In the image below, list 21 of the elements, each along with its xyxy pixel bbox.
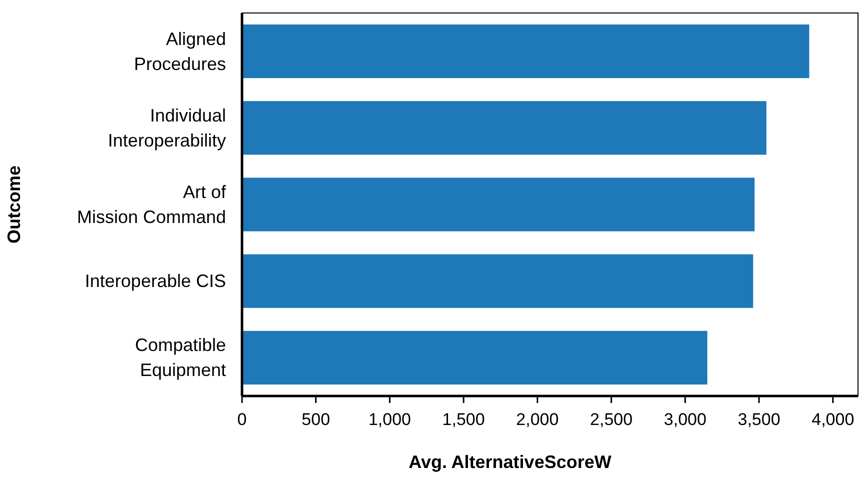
x-tick-label: 1,500 [442, 410, 485, 429]
y-axis-title: Outcome [4, 165, 24, 244]
bar [242, 330, 708, 385]
y-tick-label: Art of Mission Command [76, 182, 227, 227]
x-tick-label: 4,000 [812, 410, 854, 429]
bar [242, 101, 766, 155]
x-tick-label: 3,500 [738, 410, 780, 429]
x-axis-title: Avg. AlternativeScoreW [408, 452, 612, 472]
y-tick-label: Aligned Procedures [134, 28, 226, 74]
x-tick-label: 1,000 [368, 410, 411, 429]
bar [242, 24, 810, 78]
x-tick-label: 2,500 [590, 410, 633, 429]
y-tick-label: Compatible Equipment [134, 335, 226, 380]
x-tick-label: 0 [237, 410, 247, 429]
x-tick-label: 2,000 [516, 410, 559, 429]
bar [242, 254, 754, 308]
bar [242, 178, 755, 232]
x-tick-label: 3,000 [664, 410, 706, 429]
x-tick-label: 500 [302, 410, 330, 429]
y-tick-label: Interoperable CIS [84, 271, 226, 292]
y-tick-label: Individual Interoperability [108, 105, 226, 150]
